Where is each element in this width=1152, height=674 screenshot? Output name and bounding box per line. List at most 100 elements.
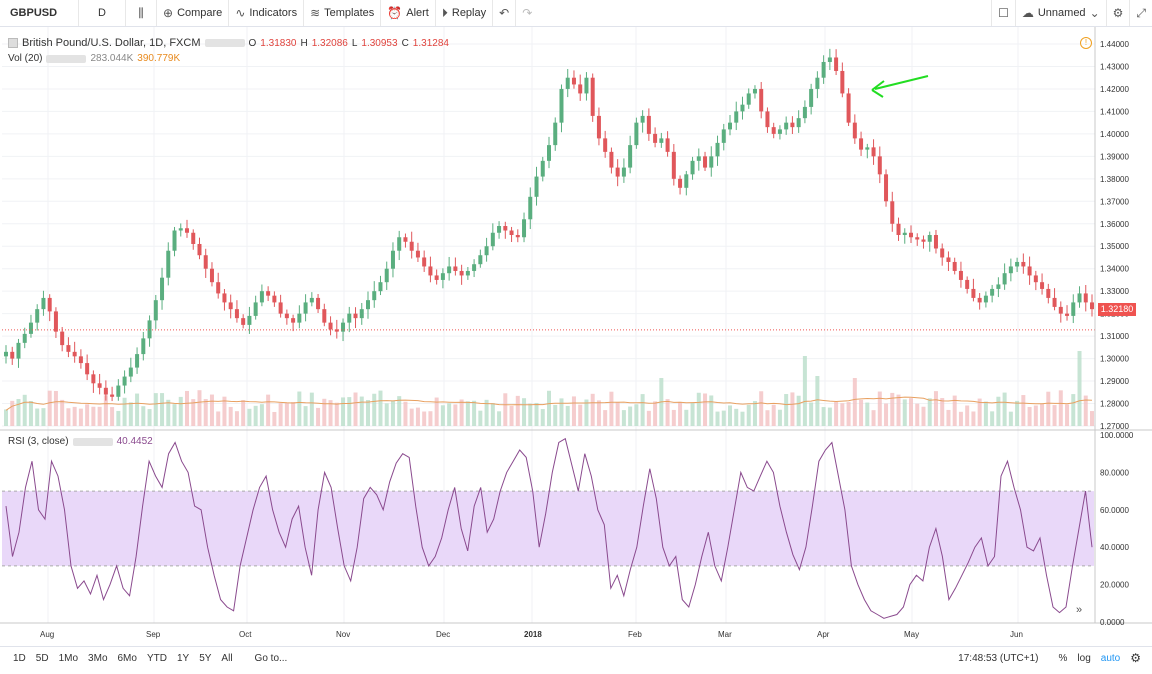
volume-bar [234, 411, 239, 426]
range-button-5y[interactable]: 5Y [199, 652, 212, 664]
layout-name-button[interactable]: ☁ Unnamed ⌄ [1016, 0, 1107, 26]
candle-body [547, 145, 551, 161]
replay-button[interactable]: ⏵ Replay [436, 0, 494, 26]
volume-bar [571, 396, 576, 426]
range-button-all[interactable]: All [221, 652, 233, 664]
volume-bar [459, 399, 464, 426]
candle-body [465, 270, 470, 276]
cloud-icon: ☁ [1021, 6, 1034, 20]
goto-button[interactable]: Go to... [254, 652, 288, 664]
volume-bar [715, 411, 720, 426]
volume-bar [958, 411, 963, 426]
candle-body [1046, 288, 1051, 298]
time-tick-label: Aug [40, 630, 54, 639]
volume-bar [940, 398, 945, 426]
rsi-tick-label: 40.0000 [1100, 543, 1129, 552]
collapse-icon[interactable] [8, 38, 18, 48]
candle-body [827, 57, 832, 62]
volume-bar [884, 403, 889, 426]
volume-bar [78, 408, 83, 426]
candle-body [440, 273, 445, 280]
undo-icon: ↶ [499, 6, 510, 20]
volume-bar [465, 401, 470, 426]
candle-body [790, 122, 795, 128]
candle-body [135, 354, 140, 368]
range-button-1y[interactable]: 1Y [176, 652, 190, 664]
candle-body [852, 122, 857, 139]
candle-body [946, 257, 951, 262]
candle-body [659, 138, 664, 143]
auto-toggle[interactable]: auto [1100, 652, 1121, 664]
candle-body [447, 266, 452, 274]
range-button-1mo[interactable]: 1Mo [58, 652, 79, 664]
candle-body [653, 133, 658, 143]
range-button-1d[interactable]: 1D [13, 652, 26, 664]
volume-bar [946, 409, 951, 426]
volume-bar [877, 391, 882, 426]
volume-bar [103, 395, 108, 426]
candle-body [765, 111, 770, 128]
indicators-button[interactable]: ∿ Indicators [229, 0, 305, 26]
compare-button[interactable]: ⊕ Compare [157, 0, 230, 26]
volume-ma-line [5, 396, 1093, 411]
interval-button[interactable]: D [79, 0, 126, 26]
candle-body [259, 291, 264, 303]
symbol-search[interactable]: GBPUSD [0, 0, 79, 26]
volume-bar [341, 397, 346, 426]
candle-body [921, 239, 926, 242]
candle-body [784, 122, 789, 130]
warning-icon[interactable]: ! [1080, 37, 1092, 49]
volume-bar [166, 399, 171, 426]
price-tick-label: 1.27000 [1100, 422, 1129, 431]
candle-body [678, 178, 683, 188]
volume-bar [272, 411, 277, 426]
candle-body [291, 318, 296, 323]
alert-button[interactable]: ⏰ Alert [381, 0, 436, 26]
candle-body [1027, 266, 1032, 276]
volume-bar [41, 408, 46, 426]
legend-buttons[interactable] [204, 39, 245, 47]
range-button-ytd[interactable]: YTD [146, 652, 167, 664]
volume-bar [259, 404, 264, 426]
settings-button[interactable]: ⚙ [1107, 0, 1131, 26]
price-tick-label: 1.38000 [1100, 175, 1129, 184]
volume-bar [453, 404, 458, 426]
candle-body [266, 291, 271, 296]
rsi-tick-label: 80.0000 [1100, 468, 1129, 477]
volume-legend-buttons[interactable] [46, 54, 87, 63]
log-toggle[interactable]: log [1077, 652, 1091, 664]
replay-label: Replay [451, 7, 487, 19]
candle-body [902, 232, 907, 235]
templates-button[interactable]: ≋ Templates [304, 0, 382, 26]
chart-style-button[interactable]: ⫼ [126, 0, 157, 26]
redo-button[interactable]: ↷ [516, 0, 538, 26]
volume-bar [503, 393, 508, 426]
volume-bar [515, 395, 520, 426]
volume-bar [1083, 395, 1088, 426]
fullscreen-button[interactable]: ⤢ [1130, 0, 1152, 26]
indicators-icon: ∿ [235, 6, 246, 20]
candle-body [484, 246, 489, 256]
time-tick-label: Apr [817, 630, 830, 639]
rsi-legend-buttons[interactable] [72, 437, 113, 446]
volume-bar [440, 405, 445, 426]
candle-body [4, 351, 8, 357]
undo-button[interactable]: ↶ [493, 0, 517, 26]
volume-name: Vol (20) [8, 53, 43, 64]
percent-toggle[interactable]: % [1058, 652, 1068, 664]
volume-bar [728, 405, 732, 426]
candle-body [515, 235, 520, 238]
range-button-3mo[interactable]: 3Mo [88, 652, 108, 664]
volume-bar [909, 398, 913, 426]
volume-bar [771, 404, 776, 426]
candle-body [796, 118, 801, 128]
fullscreen-layout-button[interactable]: ☐ [991, 0, 1016, 26]
chart-area[interactable]: 1.44000 1.43000 1.42000 1.41000 1.40000 1.390… [0, 27, 1152, 645]
candle-body [684, 174, 689, 188]
candle-body [203, 255, 208, 269]
range-button-6mo[interactable]: 6Mo [117, 652, 137, 664]
price-tick-label: 1.33000 [1100, 287, 1129, 296]
range-button-5d[interactable]: 5D [35, 652, 49, 664]
candle-body [60, 331, 65, 346]
settings-gear-icon[interactable]: ⚙ [1130, 651, 1141, 665]
